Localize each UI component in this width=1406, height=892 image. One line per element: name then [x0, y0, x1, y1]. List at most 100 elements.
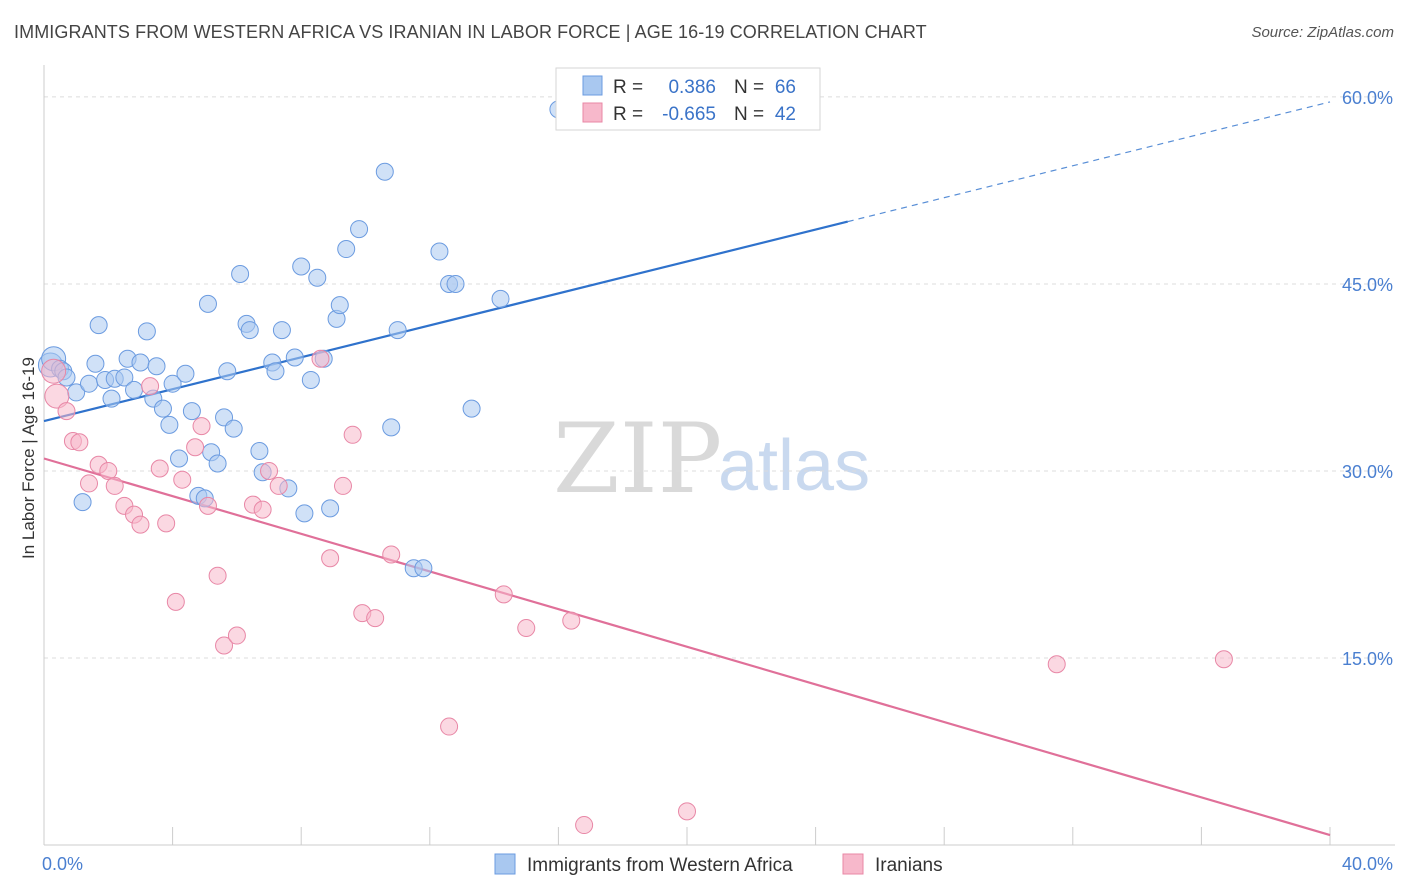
point-series-0 [73, 493, 92, 512]
point-series-1 [41, 358, 67, 384]
point-series-1 [366, 609, 385, 628]
point-series-1 [1214, 650, 1233, 669]
stats-n-label: N = [734, 77, 764, 98]
point-series-1 [70, 433, 89, 452]
point-series-1 [44, 383, 70, 409]
y-tick-label: 15.0% [1342, 649, 1393, 669]
x-tick-labels: 0.0% 40.0% [42, 854, 1393, 874]
point-series-1 [227, 626, 246, 645]
point-series-1 [208, 566, 227, 585]
point-series-1 [141, 377, 160, 396]
point-series-0 [337, 240, 356, 259]
point-series-1 [382, 545, 401, 564]
point-series-0 [430, 242, 449, 261]
point-series-1 [173, 470, 192, 489]
watermark: ZIP atlas [553, 403, 870, 515]
point-series-1 [517, 619, 536, 638]
point-series-0 [80, 374, 99, 393]
stats-n-value: 66 [775, 77, 796, 98]
trend-extension-series-0 [847, 101, 1331, 223]
watermark-zip: ZIP [553, 403, 722, 515]
point-series-0 [147, 357, 166, 376]
point-series-0 [266, 362, 285, 381]
x-tick-label: 0.0% [42, 854, 83, 874]
point-series-1 [131, 515, 150, 534]
trend-line-series-1 [43, 457, 1331, 837]
series-legend-swatch [842, 853, 864, 875]
point-series-1 [440, 717, 459, 736]
stats-n-label: N = [734, 104, 764, 125]
point-series-1 [321, 549, 340, 568]
point-series-1 [192, 417, 211, 436]
point-series-0 [163, 374, 182, 393]
point-series-1 [678, 802, 696, 821]
point-series-0 [231, 264, 250, 283]
series-legend-swatch [494, 853, 516, 875]
stats-r-value: -0.665 [662, 104, 716, 125]
point-series-1 [186, 438, 205, 457]
point-series-0 [137, 322, 156, 341]
point-series-1 [494, 585, 513, 604]
point-series-1 [343, 425, 362, 444]
point-series-0 [170, 449, 189, 468]
point-series-0 [125, 380, 144, 399]
point-series-1 [311, 349, 330, 368]
point-series-0 [462, 399, 481, 418]
y-tick-label: 45.0% [1342, 275, 1393, 295]
point-series-1 [333, 476, 352, 495]
point-series-0 [446, 274, 465, 293]
point-series-1 [157, 514, 176, 533]
point-series-1 [562, 611, 581, 630]
watermark-atlas: atlas [718, 426, 870, 506]
point-series-0 [131, 353, 150, 372]
point-series-1 [1047, 655, 1066, 674]
series-legend-label: Iranians [875, 855, 943, 876]
point-series-1 [575, 816, 594, 835]
x-tick-label: 40.0% [1342, 854, 1393, 874]
y-axis-label: In Labor Force | Age 16-19 [19, 357, 38, 559]
point-series-0 [115, 368, 134, 387]
stats-legend-swatch [582, 102, 603, 123]
point-series-1 [80, 474, 99, 493]
stats-r-label: R = [613, 77, 643, 98]
point-series-0 [295, 504, 314, 523]
point-series-0 [330, 296, 349, 315]
axes [43, 65, 1395, 846]
point-series-0 [102, 389, 121, 408]
point-series-1 [215, 636, 234, 655]
point-series-0 [89, 316, 108, 335]
series-legend: Immigrants from Western Africa Iranians [494, 853, 943, 876]
point-series-1 [198, 496, 217, 515]
chart-title: IMMIGRANTS FROM WESTERN AFRICA VS IRANIA… [14, 22, 927, 42]
y-tick-labels: 15.0% 30.0% 45.0% 60.0% [1342, 88, 1393, 669]
point-series-0 [86, 354, 105, 373]
stats-r-label: R = [613, 104, 643, 125]
point-series-1 [99, 461, 118, 480]
point-series-1 [166, 592, 185, 611]
point-series-0 [301, 370, 320, 389]
point-series-0 [491, 289, 510, 308]
point-series-0 [153, 399, 172, 418]
point-series-0 [208, 454, 227, 473]
point-series-0 [176, 364, 195, 383]
stats-n-value: 42 [775, 104, 796, 125]
source-credit: Source: ZipAtlas.com [1251, 24, 1394, 41]
point-series-0 [285, 348, 304, 367]
point-series-1 [253, 500, 272, 519]
point-series-0 [308, 268, 327, 287]
point-series-0 [182, 402, 201, 421]
stats-legend: R = 0.386 N = 66 R = -0.665 N = 42 [555, 67, 821, 131]
point-series-1 [105, 476, 124, 495]
point-series-0 [382, 418, 401, 437]
y-tick-label: 60.0% [1342, 88, 1393, 108]
point-series-1 [260, 461, 279, 480]
point-series-1 [57, 402, 76, 421]
point-series-0 [272, 321, 291, 340]
point-series-1 [150, 459, 169, 478]
gridlines [44, 96, 1395, 659]
y-tick-label: 30.0% [1342, 462, 1393, 482]
point-series-0 [388, 321, 407, 340]
series-legend-label: Immigrants from Western Africa [527, 855, 793, 876]
point-series-0 [292, 257, 311, 276]
